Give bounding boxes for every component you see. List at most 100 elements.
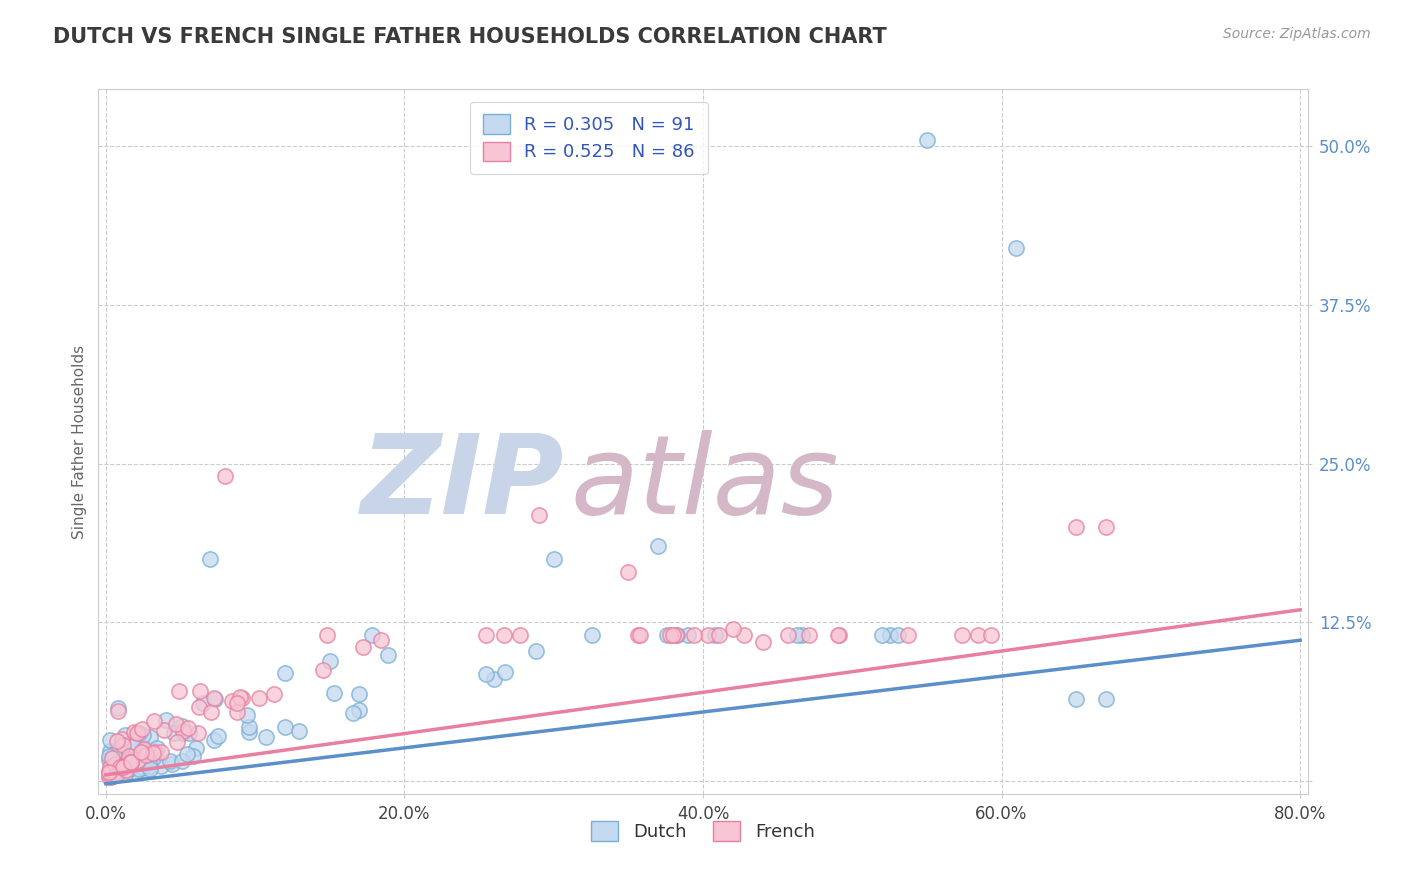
Point: [117, 764, 139, 778]
Point: [166, 735, 188, 749]
Point: [214, 469, 236, 483]
Point: [665, 628, 688, 642]
Point: [124, 766, 146, 780]
Point: [143, 714, 166, 729]
Point: [709, 628, 731, 642]
Point: [163, 726, 186, 740]
Point: [897, 628, 920, 642]
Point: [786, 628, 808, 642]
Point: [131, 722, 153, 736]
Point: [751, 634, 773, 648]
Point: [870, 628, 893, 642]
Point: [134, 742, 156, 756]
Point: [134, 747, 156, 761]
Point: [160, 757, 183, 772]
Point: [138, 763, 160, 777]
Point: [129, 754, 152, 768]
Point: [97, 767, 120, 781]
Point: [127, 755, 149, 769]
Point: [733, 628, 755, 642]
Point: [122, 752, 145, 766]
Point: [494, 628, 516, 642]
Point: [127, 726, 149, 740]
Point: [1064, 691, 1087, 706]
Point: [543, 552, 565, 566]
Point: [226, 696, 249, 710]
Point: [114, 764, 136, 778]
Point: [950, 628, 973, 642]
Point: [980, 628, 1002, 642]
Point: [135, 763, 157, 777]
Text: Source: ZipAtlas.com: Source: ZipAtlas.com: [1223, 27, 1371, 41]
Point: [319, 654, 342, 668]
Point: [118, 753, 141, 767]
Point: [172, 723, 194, 738]
Point: [238, 725, 260, 739]
Point: [349, 687, 371, 701]
Y-axis label: Single Father Households: Single Father Households: [72, 344, 87, 539]
Point: [228, 690, 250, 705]
Text: atlas: atlas: [569, 430, 838, 537]
Point: [98, 744, 121, 758]
Point: [377, 648, 399, 663]
Point: [110, 740, 132, 755]
Point: [288, 724, 311, 739]
Point: [131, 745, 153, 759]
Point: [104, 756, 127, 771]
Point: [111, 759, 134, 773]
Point: [662, 628, 685, 642]
Point: [581, 628, 603, 642]
Point: [177, 726, 200, 740]
Point: [145, 740, 167, 755]
Point: [349, 703, 371, 717]
Point: [170, 719, 193, 733]
Point: [114, 728, 136, 742]
Point: [221, 694, 243, 708]
Point: [170, 754, 193, 768]
Point: [361, 628, 384, 642]
Point: [141, 748, 163, 763]
Point: [98, 764, 121, 779]
Point: [122, 725, 145, 739]
Point: [370, 632, 392, 647]
Point: [120, 756, 142, 770]
Point: [799, 628, 821, 642]
Point: [120, 756, 142, 770]
Point: [176, 747, 198, 762]
Point: [628, 628, 651, 642]
Point: [118, 755, 141, 769]
Point: [311, 663, 333, 677]
Point: [187, 726, 209, 740]
Point: [647, 539, 669, 553]
Point: [111, 738, 134, 752]
Point: [207, 729, 229, 743]
Point: [114, 766, 136, 780]
Point: [342, 706, 364, 720]
Point: [103, 747, 125, 762]
Point: [1095, 691, 1118, 706]
Point: [204, 692, 226, 706]
Point: [107, 704, 129, 718]
Point: [101, 751, 124, 765]
Point: [155, 713, 177, 727]
Point: [915, 133, 938, 147]
Point: [122, 733, 145, 747]
Point: [159, 755, 181, 769]
Point: [131, 760, 153, 774]
Point: [792, 628, 814, 642]
Point: [98, 760, 121, 774]
Point: [263, 687, 285, 701]
Point: [108, 759, 131, 773]
Point: [482, 672, 505, 686]
Point: [1005, 241, 1028, 255]
Point: [666, 628, 689, 642]
Point: [131, 728, 153, 742]
Point: [135, 747, 157, 762]
Point: [127, 753, 149, 767]
Point: [177, 722, 200, 736]
Point: [475, 666, 498, 681]
Point: [509, 628, 531, 642]
Point: [274, 720, 297, 734]
Point: [828, 628, 851, 642]
Point: [966, 628, 988, 642]
